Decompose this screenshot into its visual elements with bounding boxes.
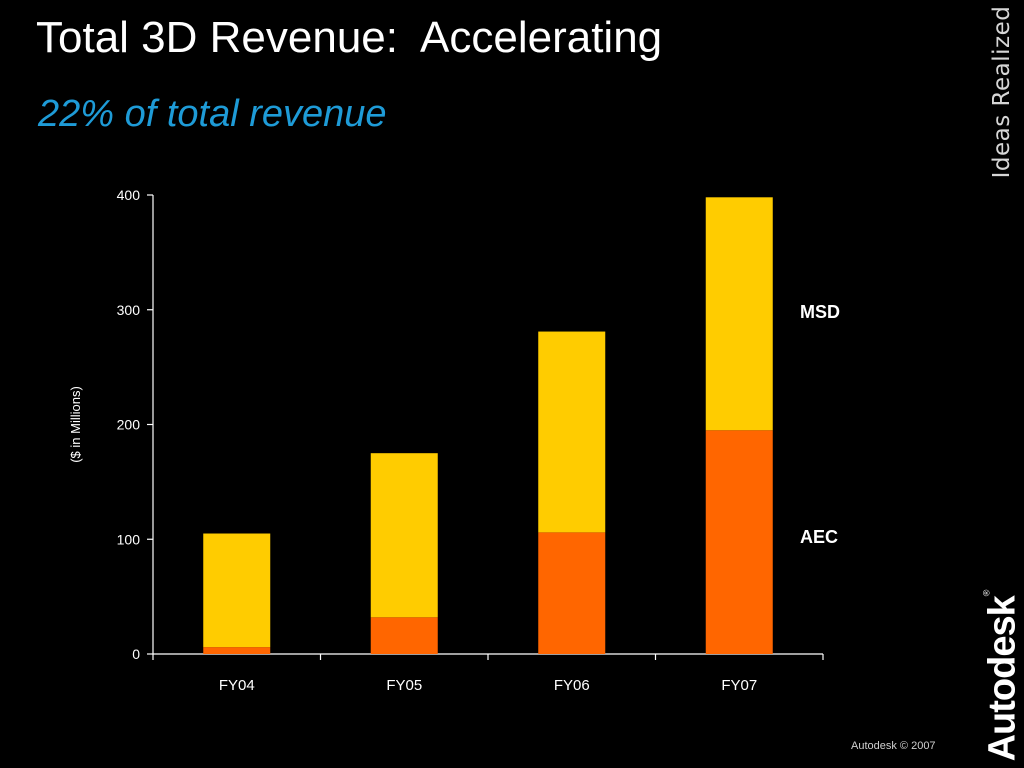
bar-aec-fy06: [538, 532, 606, 654]
copyright-text: Autodesk © 2007: [851, 740, 936, 752]
legend-label-msd: MSD: [800, 302, 840, 322]
y-tick-label: 300: [117, 302, 141, 318]
y-tick-label: 0: [132, 646, 140, 662]
bar-msd-fy05: [370, 453, 438, 618]
bar-aec-fy07: [705, 430, 773, 654]
y-tick-label: 100: [117, 531, 141, 547]
bar-msd-fy07: [705, 197, 773, 431]
x-tick-label: FY07: [721, 677, 757, 694]
x-tick-label: FY06: [554, 677, 590, 694]
bar-aec-fy05: [370, 617, 438, 654]
x-tick-label: FY05: [386, 677, 422, 694]
bar-aec-fy04: [203, 647, 271, 654]
y-tick-label: 400: [117, 187, 141, 203]
bar-msd-fy06: [538, 331, 606, 533]
y-tick-label: 200: [117, 417, 141, 433]
bar-msd-fy04: [203, 533, 271, 648]
y-axis-label: ($ in Millions): [68, 386, 83, 463]
legend-label-aec: AEC: [800, 527, 838, 547]
slide-subtitle: 22% of total revenue: [38, 93, 387, 135]
slide-title: Total 3D Revenue: Accelerating: [36, 13, 663, 62]
x-tick-label: FY04: [219, 677, 255, 694]
